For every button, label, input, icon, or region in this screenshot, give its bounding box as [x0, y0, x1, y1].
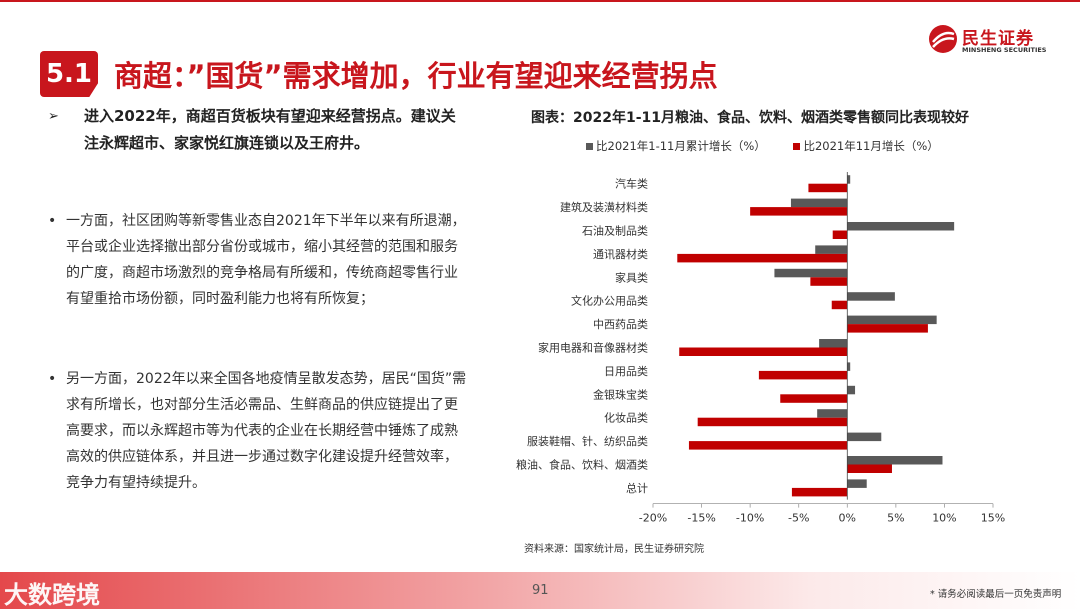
bar-monthly [780, 394, 847, 403]
bar-cumulative [847, 433, 881, 442]
x-tick-label: 5% [887, 512, 904, 525]
bar-monthly [833, 231, 848, 240]
x-tick-label: -5% [788, 512, 809, 525]
x-tick-label: 0% [839, 512, 856, 525]
bar-monthly [808, 184, 847, 193]
bullet-item: • 一方面，社区团购等新零售业态自2021年下半年以来有所退潮，平台或企业选择撤… [48, 208, 468, 312]
headline-text: 进入2022年，商超百货板块有望迎来经营拐点。建议关注永辉超市、家家悦红旗连锁以… [84, 103, 468, 157]
category-label: 通讯器材类 [593, 247, 648, 261]
legend-swatch-red [793, 143, 800, 150]
category-label: 石油及制品类 [582, 224, 648, 238]
bar-cumulative [847, 386, 855, 395]
disclaimer-text: * 请务必阅读最后一页免责声明 [930, 586, 1061, 600]
arrow-bullet-icon: ➢ [48, 103, 59, 130]
bullet-text: 另一方面，2022年以来全国各地疫情呈散发态势，居民“国货”需求有所增长，也对部… [66, 366, 468, 496]
bar-monthly [689, 441, 847, 450]
legend-item: 比2021年1-11月累计增长（%） [586, 139, 769, 153]
minsheng-logo-icon [928, 24, 958, 54]
bar-monthly [847, 324, 928, 333]
category-label: 化妆品类 [604, 411, 648, 425]
bar-cumulative [819, 339, 847, 348]
chart-legend: 比2021年1-11月累计增长（%） 比2021年11月增长（%） [586, 138, 963, 154]
category-label: 服装鞋帽、针、纺织品类 [527, 434, 648, 448]
legend-label: 比2021年1-11月累计增长（%） [596, 139, 766, 153]
source-note: 资料来源：国家统计局，民生证券研究院 [524, 540, 704, 555]
bar-cumulative [847, 316, 936, 325]
x-tick-label: -10% [736, 512, 764, 525]
category-label: 家用电器和音像器材类 [538, 341, 648, 355]
bar-monthly [832, 301, 848, 310]
page-title: 商超：”国货”需求增加，行业有望迎来经营拐点 [114, 53, 718, 95]
logo-name-en: MINSHENG SECURITIES [962, 46, 1047, 54]
page-number: 91 [532, 583, 549, 598]
bar-cumulative [847, 292, 895, 301]
category-label: 家具类 [615, 270, 648, 284]
bullet-item: • 另一方面，2022年以来全国各地疫情呈散发态势，居民“国货”需求有所增长，也… [48, 366, 468, 496]
bullet-text: 一方面，社区团购等新零售业态自2021年下半年以来有所退潮，平台或企业选择撤出部… [66, 208, 468, 312]
bullet-dot-icon: • [48, 366, 56, 392]
bullet-dot-icon: • [48, 208, 56, 234]
x-tick-label: 10% [932, 512, 956, 525]
x-tick-label: 15% [981, 512, 1005, 525]
bar-cumulative [847, 479, 866, 488]
bar-monthly [792, 488, 847, 497]
x-tick-label: -20% [639, 512, 667, 525]
watermark-text: 大数跨境 [4, 575, 100, 610]
footer-bar: 大数跨境 91 * 请务必阅读最后一页免责声明 [0, 572, 1080, 609]
bar-cumulative [847, 175, 850, 184]
bar-monthly [759, 371, 847, 380]
bar-monthly [698, 418, 848, 427]
bar-chart: 汽车类建筑及装潢材料类石油及制品类通讯器材类家具类文化办公用品类中西药品类家用电… [500, 168, 1020, 538]
category-label: 粮油、食品、饮料、烟酒类 [516, 458, 648, 472]
legend-label: 比2021年11月增长（%） [803, 139, 938, 153]
x-tick-label: -15% [687, 512, 715, 525]
bar-monthly [750, 207, 847, 216]
bar-monthly [677, 254, 847, 263]
top-accent-line [0, 0, 1080, 2]
bar-cumulative [791, 199, 847, 208]
bar-monthly [810, 277, 847, 286]
legend-item: 比2021年11月增长（%） [793, 139, 938, 153]
bar-monthly [679, 348, 847, 357]
chart-title: 图表：2022年1-11月粮油、食品、饮料、烟酒类零售额同比表现较好 [510, 107, 990, 127]
category-label: 建筑及装潢材料类 [560, 200, 648, 214]
category-label: 总计 [626, 481, 648, 495]
category-label: 文化办公用品类 [571, 294, 648, 308]
bar-cumulative [847, 456, 942, 465]
category-label: 汽车类 [615, 177, 648, 191]
legend-swatch-gray [586, 143, 593, 150]
category-label: 中西药品类 [593, 317, 648, 331]
bar-cumulative [817, 409, 847, 418]
bar-monthly [847, 465, 892, 474]
bar-cumulative [847, 362, 850, 371]
bar-cumulative [774, 269, 847, 278]
category-label: 日用品类 [604, 364, 648, 378]
category-label: 金银珠宝类 [593, 387, 648, 401]
section-number-badge: 5.1 [40, 51, 98, 97]
bar-cumulative [815, 245, 847, 254]
headline-block: ➢ 进入2022年，商超百货板块有望迎来经营拐点。建议关注永辉超市、家家悦红旗连… [48, 103, 468, 157]
bar-cumulative [847, 222, 954, 231]
company-logo: 民生证券 MINSHENG SECURITIES [928, 22, 1058, 58]
